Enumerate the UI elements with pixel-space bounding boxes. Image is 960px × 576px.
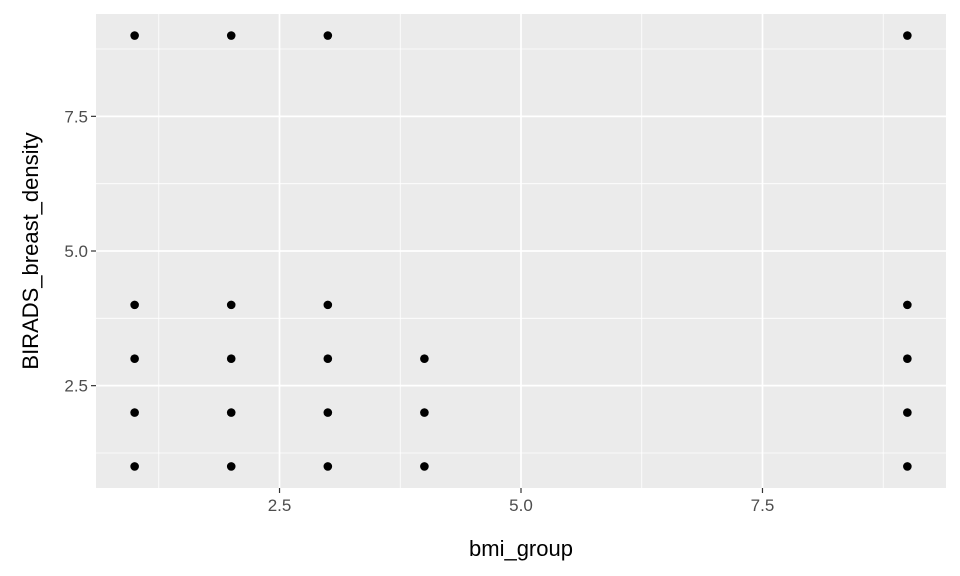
data-point [226,354,236,364]
y-axis: 2.5 5.0 7.5 [64,107,96,396]
x-tick-label: 5.0 [509,496,533,515]
x-tick-label: 7.5 [751,496,775,515]
data-point [903,300,912,310]
data-point [226,300,236,310]
data-point [130,300,139,310]
x-axis-title: bmi_group [469,536,573,561]
data-point [420,408,429,417]
data-point [130,462,139,471]
y-tick-label: 7.5 [64,107,88,126]
data-point [323,462,333,471]
data-point [226,462,236,471]
data-point [903,31,912,40]
data-point [130,354,139,364]
x-tick-label: 2.5 [268,496,292,515]
y-tick-label: 2.5 [64,377,88,396]
data-point [323,300,333,310]
data-point [323,408,333,417]
data-point [323,31,333,40]
data-point [130,408,139,417]
data-point [903,408,912,417]
data-point [323,354,333,364]
y-tick-label: 5.0 [64,242,88,261]
x-axis: 2.5 5.0 7.5 [268,488,775,515]
data-point [130,31,139,40]
y-axis-title: BIRADS_breast_density [18,132,43,369]
data-point [226,31,236,40]
data-points [130,31,912,471]
data-point [420,462,429,471]
data-point [420,354,429,364]
data-point [903,462,912,471]
major-gridlines [96,14,946,488]
data-point [903,354,912,364]
data-point [226,408,236,417]
